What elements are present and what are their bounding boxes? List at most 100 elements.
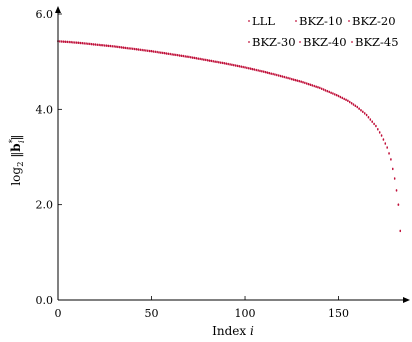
data-point — [354, 105, 357, 107]
data-point — [313, 85, 315, 88]
data-point — [62, 41, 65, 43]
y-tick-label: 2.0 — [36, 199, 54, 212]
data-point — [124, 47, 127, 50]
data-point — [64, 41, 67, 43]
data-point — [214, 61, 216, 63]
x-tick-label: 100 — [235, 307, 256, 320]
data-point — [94, 44, 97, 46]
data-point — [87, 43, 89, 45]
data-point — [79, 42, 82, 45]
data-point — [72, 42, 74, 44]
data-point — [70, 41, 72, 44]
data-point — [210, 60, 213, 63]
data-point — [225, 63, 228, 65]
data-point — [165, 53, 168, 55]
data-point — [324, 90, 327, 92]
data-point — [397, 204, 400, 206]
data-point — [277, 75, 280, 77]
data-point — [367, 116, 370, 119]
data-point — [208, 60, 211, 62]
legend-marker — [299, 41, 301, 43]
legend-entry: BKZ-40 — [299, 35, 347, 49]
data-point — [206, 59, 209, 62]
legend-text: BKZ-20 — [352, 14, 396, 28]
data-point — [251, 68, 254, 71]
data-point — [350, 102, 353, 105]
data-point — [223, 62, 226, 65]
x-tick-label: 0 — [55, 307, 62, 320]
data-point — [115, 46, 117, 48]
data-point — [253, 69, 256, 71]
data-point — [143, 49, 145, 52]
data-point — [117, 46, 119, 49]
data-point — [322, 89, 325, 91]
data-point — [150, 50, 153, 53]
data-point — [169, 53, 171, 56]
legend-text: BKZ-45 — [355, 35, 399, 49]
data-point — [358, 108, 360, 110]
data-point — [75, 42, 78, 44]
data-point — [60, 41, 63, 43]
data-point — [92, 44, 95, 46]
data-points — [57, 39, 402, 233]
data-point — [246, 67, 248, 70]
data-point — [249, 68, 252, 70]
legend-entry: BKZ-20 — [348, 14, 396, 28]
data-point — [90, 43, 93, 46]
data-point — [219, 62, 222, 64]
data-point — [287, 77, 289, 80]
data-point — [128, 48, 130, 50]
data-point — [341, 97, 344, 100]
data-point — [244, 67, 246, 69]
data-point — [378, 132, 381, 134]
data-point — [319, 87, 321, 90]
data-point — [74, 42, 76, 44]
data-point — [212, 60, 214, 63]
data-point — [296, 80, 299, 82]
data-point — [300, 81, 302, 83]
x-tick-label: 150 — [328, 307, 349, 320]
legend-marker — [295, 20, 297, 22]
data-point — [347, 100, 349, 103]
data-point — [205, 59, 207, 62]
data-point — [118, 46, 121, 49]
legend-entry: BKZ-10 — [295, 14, 343, 28]
data-point — [218, 61, 220, 64]
data-point — [195, 57, 198, 60]
data-point — [242, 66, 244, 69]
data-point — [173, 54, 175, 56]
data-point — [197, 58, 200, 60]
data-point — [102, 45, 104, 47]
data-point — [133, 48, 136, 51]
data-point — [135, 49, 138, 51]
legend-text: BKZ-10 — [299, 14, 343, 28]
data-point — [264, 71, 267, 74]
data-point — [388, 153, 390, 155]
ticks: 0 50 100 150 0.0 2.0 4.0 6.0 — [36, 8, 350, 320]
data-point — [98, 44, 100, 47]
data-point — [184, 56, 186, 58]
data-point — [332, 93, 334, 95]
data-point — [68, 41, 70, 44]
legend: LLL BKZ-10 BKZ-20 BKZ-30 BKZ-40 BKZ-45 — [248, 14, 399, 49]
data-point — [158, 52, 160, 54]
data-point — [193, 57, 196, 60]
data-point — [285, 77, 287, 79]
y-axis-label: log2 ‖b*i‖ — [8, 134, 27, 185]
data-point — [330, 92, 332, 94]
data-point — [375, 125, 377, 128]
data-point — [203, 59, 205, 61]
legend-entry: BKZ-30 — [248, 35, 296, 49]
data-point — [188, 56, 190, 59]
data-point — [261, 70, 263, 73]
data-point — [343, 98, 345, 101]
data-point — [238, 65, 241, 68]
x-tick-label: 50 — [145, 307, 159, 320]
data-point — [283, 76, 286, 79]
data-point — [104, 45, 106, 47]
y-tick-label: 6.0 — [36, 8, 54, 21]
data-point — [393, 178, 396, 180]
data-point — [294, 79, 297, 82]
data-point — [240, 66, 243, 68]
